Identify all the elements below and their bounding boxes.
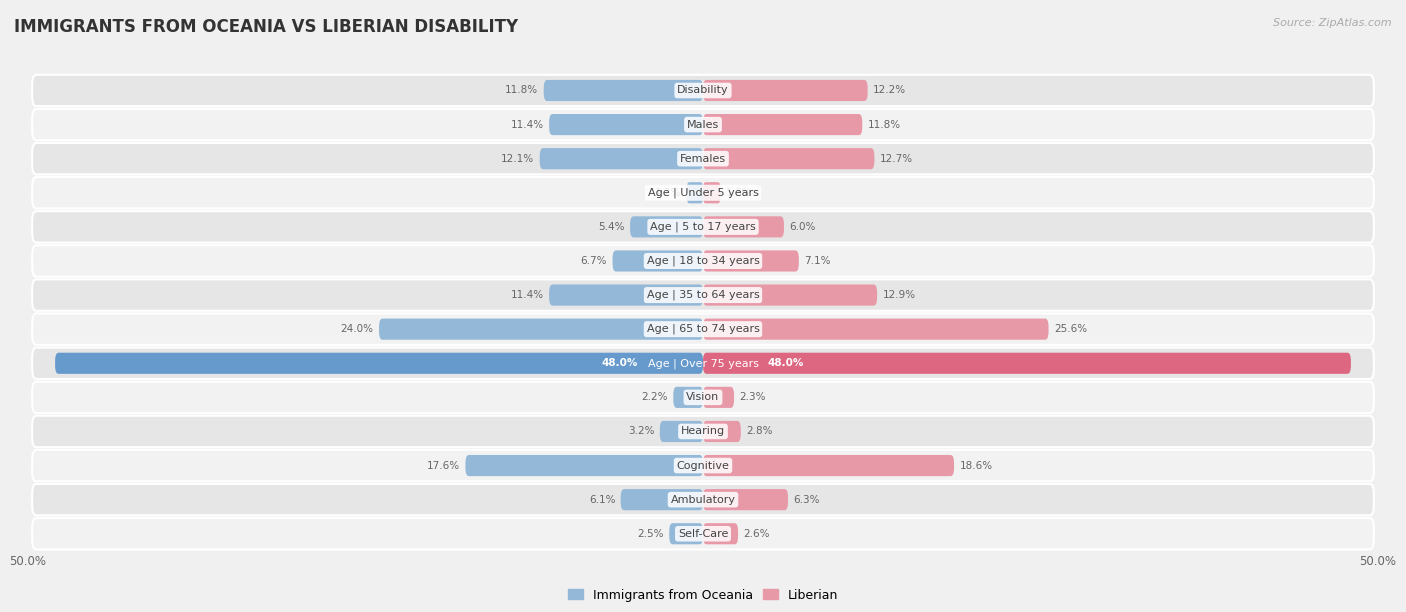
Text: 48.0%: 48.0%: [768, 358, 804, 368]
Text: 6.7%: 6.7%: [581, 256, 607, 266]
Text: Age | Over 75 years: Age | Over 75 years: [648, 358, 758, 368]
FancyBboxPatch shape: [540, 148, 703, 170]
FancyBboxPatch shape: [32, 416, 1374, 447]
FancyBboxPatch shape: [703, 523, 738, 544]
Text: 1.3%: 1.3%: [725, 188, 752, 198]
Text: 18.6%: 18.6%: [959, 461, 993, 471]
Text: 12.2%: 12.2%: [873, 86, 907, 95]
Text: 25.6%: 25.6%: [1054, 324, 1087, 334]
FancyBboxPatch shape: [620, 489, 703, 510]
FancyBboxPatch shape: [703, 285, 877, 305]
Text: 2.8%: 2.8%: [747, 427, 773, 436]
FancyBboxPatch shape: [659, 421, 703, 442]
Text: 2.6%: 2.6%: [744, 529, 770, 539]
Text: 1.2%: 1.2%: [655, 188, 682, 198]
FancyBboxPatch shape: [703, 250, 799, 272]
Text: 48.0%: 48.0%: [602, 358, 638, 368]
Text: 11.8%: 11.8%: [505, 86, 538, 95]
FancyBboxPatch shape: [669, 523, 703, 544]
Text: 12.7%: 12.7%: [880, 154, 912, 163]
FancyBboxPatch shape: [32, 211, 1374, 242]
FancyBboxPatch shape: [703, 148, 875, 170]
FancyBboxPatch shape: [703, 421, 741, 442]
Text: Age | 18 to 34 years: Age | 18 to 34 years: [647, 256, 759, 266]
Text: Age | 35 to 64 years: Age | 35 to 64 years: [647, 290, 759, 300]
FancyBboxPatch shape: [32, 484, 1374, 515]
FancyBboxPatch shape: [703, 80, 868, 101]
FancyBboxPatch shape: [32, 143, 1374, 174]
Text: 2.2%: 2.2%: [641, 392, 668, 402]
FancyBboxPatch shape: [32, 280, 1374, 311]
Text: Age | Under 5 years: Age | Under 5 years: [648, 187, 758, 198]
Text: 6.0%: 6.0%: [789, 222, 815, 232]
Text: Self-Care: Self-Care: [678, 529, 728, 539]
Text: Hearing: Hearing: [681, 427, 725, 436]
FancyBboxPatch shape: [703, 489, 787, 510]
FancyBboxPatch shape: [686, 182, 703, 203]
FancyBboxPatch shape: [630, 216, 703, 237]
Text: 11.4%: 11.4%: [510, 119, 544, 130]
Text: 3.2%: 3.2%: [628, 427, 654, 436]
FancyBboxPatch shape: [703, 216, 785, 237]
Text: Disability: Disability: [678, 86, 728, 95]
Text: 11.4%: 11.4%: [510, 290, 544, 300]
FancyBboxPatch shape: [380, 319, 703, 340]
FancyBboxPatch shape: [703, 182, 720, 203]
FancyBboxPatch shape: [673, 387, 703, 408]
FancyBboxPatch shape: [32, 382, 1374, 413]
FancyBboxPatch shape: [550, 285, 703, 305]
FancyBboxPatch shape: [32, 450, 1374, 481]
FancyBboxPatch shape: [32, 518, 1374, 550]
FancyBboxPatch shape: [55, 353, 703, 374]
Text: 2.5%: 2.5%: [637, 529, 664, 539]
FancyBboxPatch shape: [465, 455, 703, 476]
Text: 6.1%: 6.1%: [589, 494, 616, 505]
Text: Vision: Vision: [686, 392, 720, 402]
FancyBboxPatch shape: [32, 348, 1374, 379]
Text: Cognitive: Cognitive: [676, 461, 730, 471]
Text: 11.8%: 11.8%: [868, 119, 901, 130]
FancyBboxPatch shape: [703, 114, 862, 135]
Text: Ambulatory: Ambulatory: [671, 494, 735, 505]
Text: 2.3%: 2.3%: [740, 392, 766, 402]
FancyBboxPatch shape: [703, 387, 734, 408]
FancyBboxPatch shape: [550, 114, 703, 135]
FancyBboxPatch shape: [32, 109, 1374, 140]
FancyBboxPatch shape: [703, 353, 1351, 374]
Text: Source: ZipAtlas.com: Source: ZipAtlas.com: [1274, 18, 1392, 28]
Text: 24.0%: 24.0%: [340, 324, 374, 334]
Text: Females: Females: [681, 154, 725, 163]
FancyBboxPatch shape: [32, 245, 1374, 277]
Text: Age | 65 to 74 years: Age | 65 to 74 years: [647, 324, 759, 334]
Text: 12.9%: 12.9%: [883, 290, 915, 300]
FancyBboxPatch shape: [703, 319, 1049, 340]
FancyBboxPatch shape: [32, 313, 1374, 345]
FancyBboxPatch shape: [544, 80, 703, 101]
Legend: Immigrants from Oceania, Liberian: Immigrants from Oceania, Liberian: [562, 584, 844, 606]
FancyBboxPatch shape: [613, 250, 703, 272]
Text: 12.1%: 12.1%: [501, 154, 534, 163]
Text: Males: Males: [688, 119, 718, 130]
Text: 17.6%: 17.6%: [427, 461, 460, 471]
FancyBboxPatch shape: [32, 75, 1374, 106]
Text: 6.3%: 6.3%: [793, 494, 820, 505]
FancyBboxPatch shape: [32, 177, 1374, 209]
Text: Age | 5 to 17 years: Age | 5 to 17 years: [650, 222, 756, 232]
Text: 5.4%: 5.4%: [598, 222, 624, 232]
Text: 7.1%: 7.1%: [804, 256, 831, 266]
FancyBboxPatch shape: [703, 455, 955, 476]
Text: IMMIGRANTS FROM OCEANIA VS LIBERIAN DISABILITY: IMMIGRANTS FROM OCEANIA VS LIBERIAN DISA…: [14, 18, 519, 36]
